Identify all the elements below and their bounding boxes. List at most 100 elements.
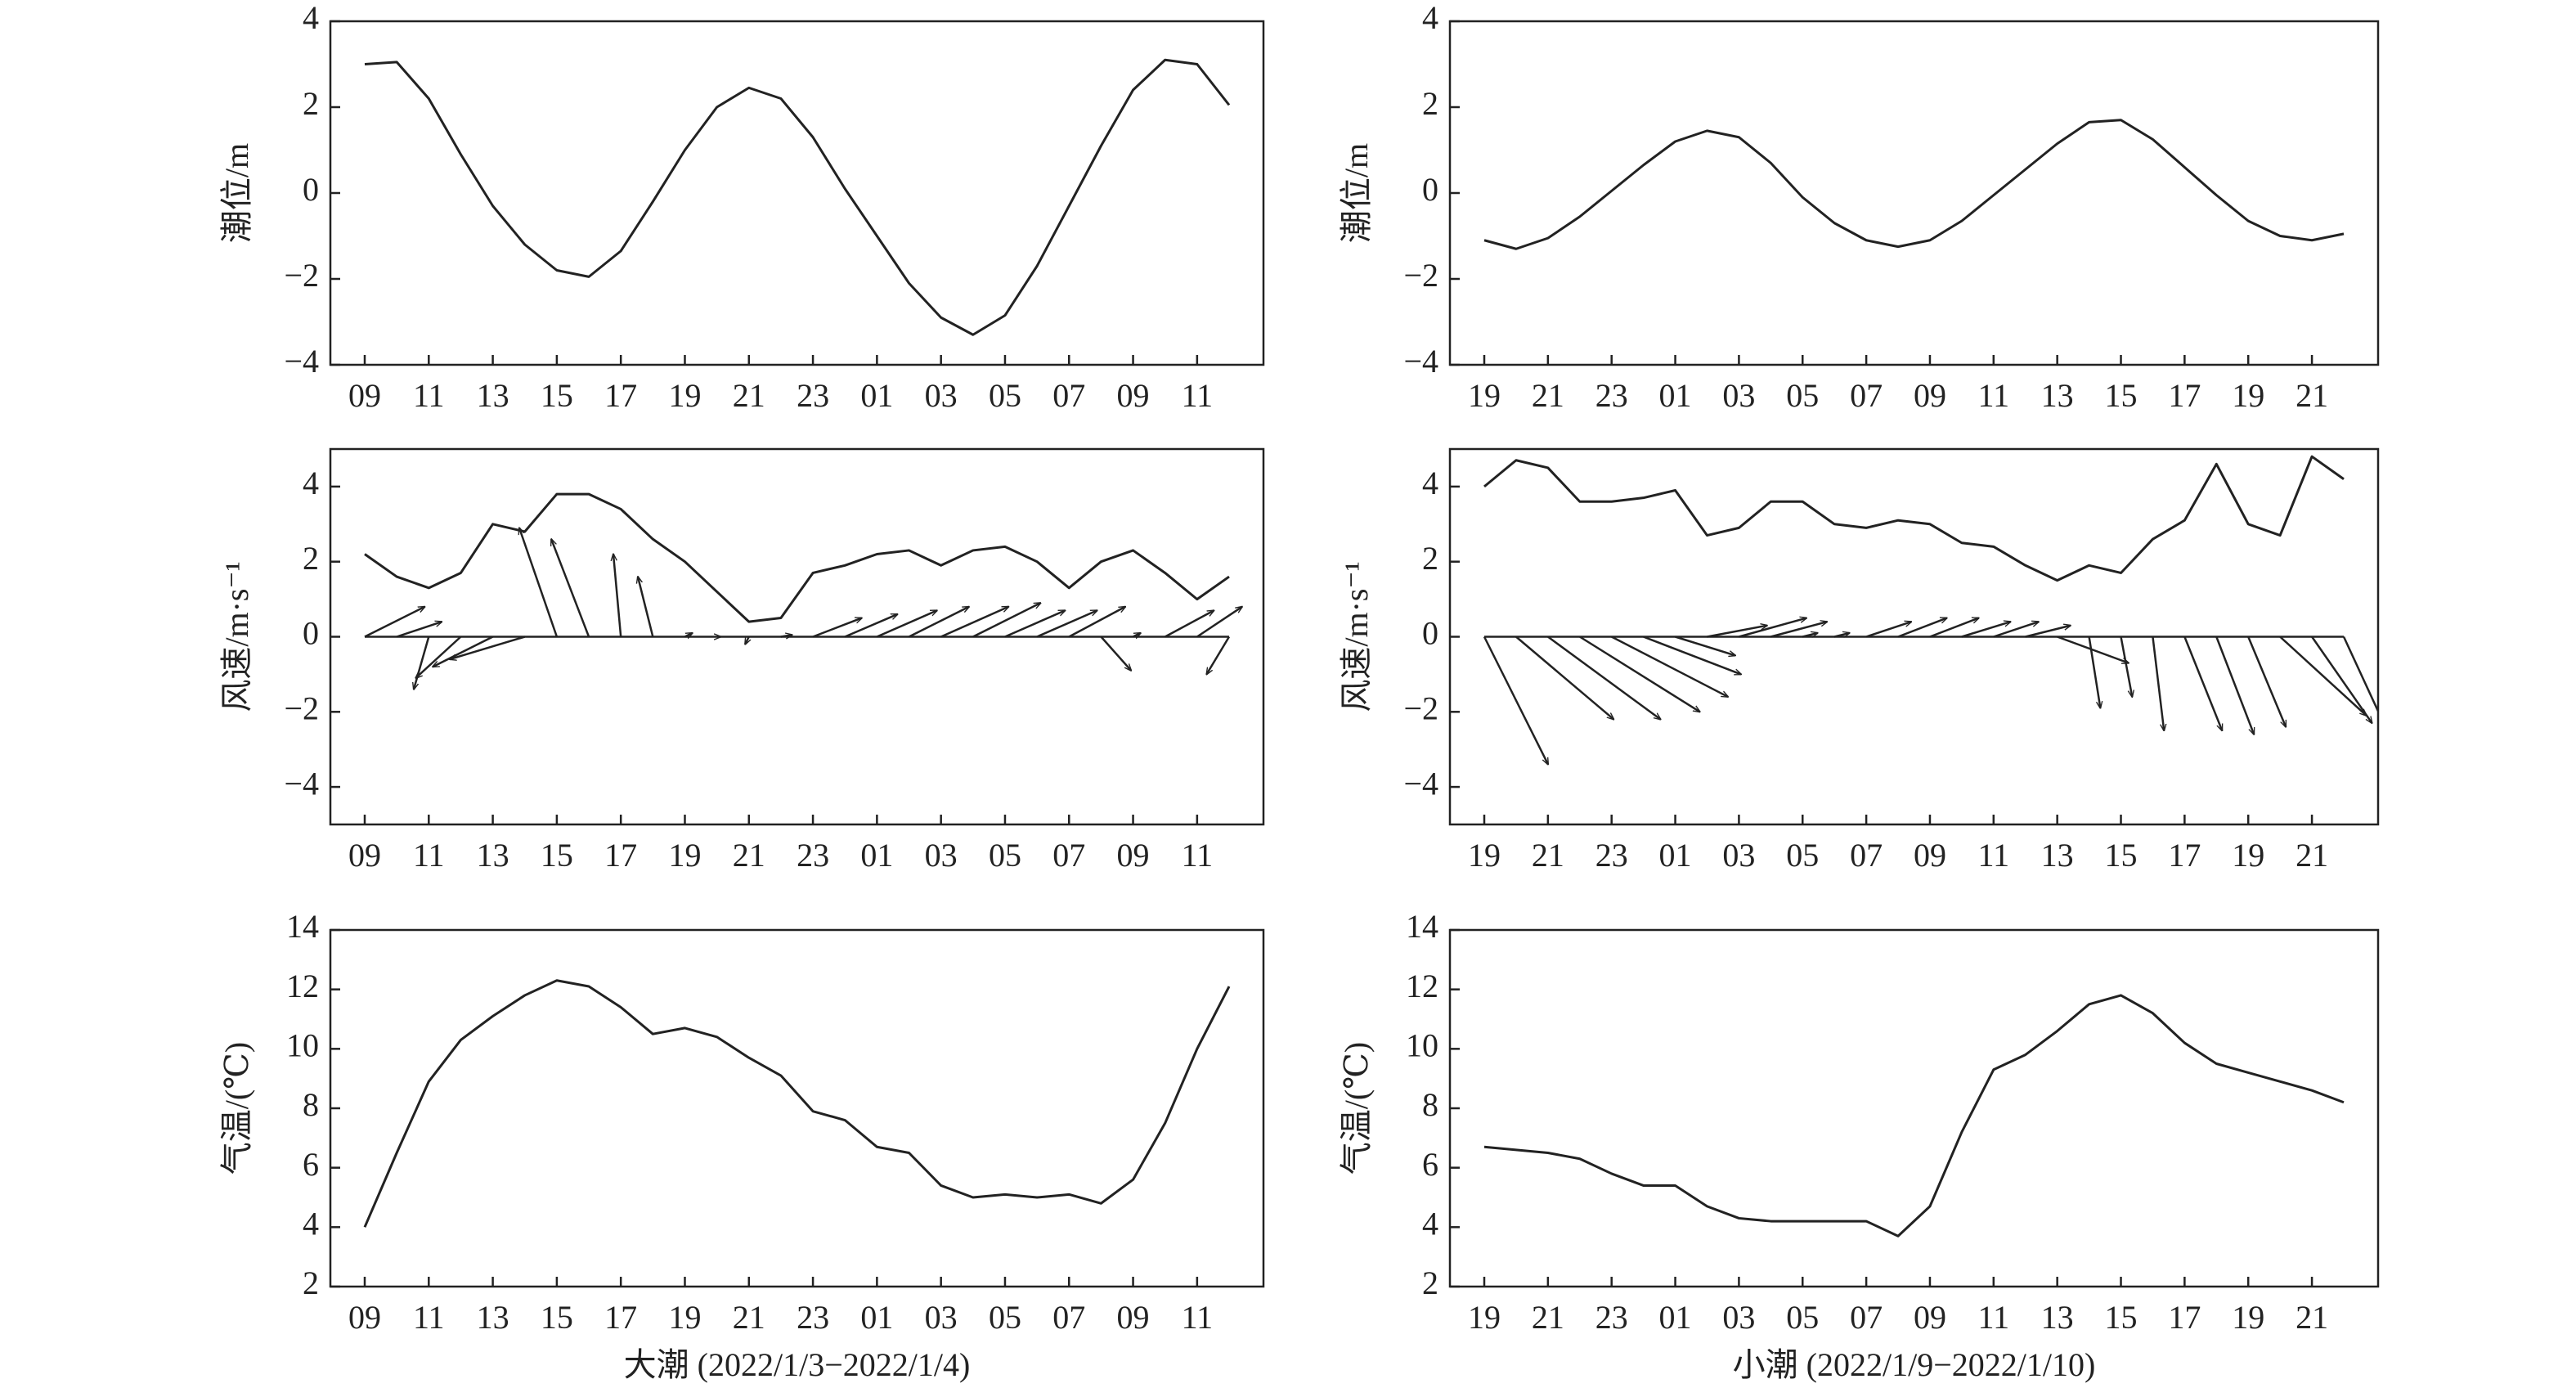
x-tick-label: 21 — [733, 377, 765, 414]
panel: 2 4 6 8 10 12 14 09 11 13 15 17 19 21 23 01 03 05 07 09 11 气温… — [218, 908, 1265, 1383]
x-tick-label: 05 — [1786, 837, 1819, 874]
y-tick-label: 4 — [303, 0, 319, 36]
y-tick-label: 4 — [303, 1206, 319, 1242]
y-tick-label: 2 — [1422, 540, 1438, 577]
x-tick-label: 11 — [1182, 377, 1214, 414]
x-tick-label: 19 — [668, 837, 701, 874]
wind-vector — [1961, 622, 2011, 638]
y-tick-label: 4 — [303, 465, 319, 501]
x-tick-label: 17 — [2168, 837, 2201, 874]
x-tick-label: 21 — [2296, 1299, 2328, 1336]
x-tick-label: 11 — [1182, 837, 1214, 874]
x-tick-label: 09 — [348, 837, 381, 874]
wind-vector — [1579, 636, 1700, 712]
y-tick-label: 4 — [1422, 0, 1438, 36]
x-tick-label: 17 — [2168, 1299, 2201, 1336]
plot-frame — [1448, 20, 2380, 366]
wind-vector — [638, 577, 654, 637]
wind-vector — [1165, 610, 1214, 638]
x-tick-label: 05 — [1786, 377, 1819, 414]
wind-vector — [812, 617, 862, 638]
y-tick-label: −4 — [284, 765, 319, 802]
x-tick-label: 09 — [1117, 837, 1150, 874]
x-tick-label: 21 — [733, 837, 765, 874]
x-tick-label: 05 — [1786, 1299, 1819, 1336]
wind-vector — [1483, 636, 1548, 765]
y-tick-label: 2 — [303, 540, 319, 577]
x-tick-label: 23 — [1595, 837, 1628, 874]
x-tick-label: 21 — [1532, 377, 1564, 414]
y-tick-label: 8 — [1422, 1086, 1438, 1123]
x-tick-label: 09 — [348, 377, 381, 414]
x-tick-label: 09 — [1117, 377, 1150, 414]
y-tick-label: 0 — [1422, 171, 1438, 208]
y-axis-label: 气温/(℃) — [218, 1042, 255, 1175]
wind-vector — [1611, 636, 1728, 697]
y-axis-label: 潮位/m — [218, 143, 255, 243]
x-tick-label: 15 — [541, 377, 573, 414]
x-tick-label: 11 — [413, 837, 445, 874]
x-tick-label: 01 — [860, 837, 893, 874]
wind-vector — [876, 609, 936, 638]
y-tick-label: 10 — [286, 1027, 319, 1064]
x-tick-label: 17 — [604, 377, 637, 414]
wind-vector — [1196, 607, 1242, 638]
plot-frame — [1448, 928, 2380, 1288]
y-tick-label: 4 — [1422, 1206, 1438, 1242]
y-tick-label: 2 — [303, 1264, 319, 1301]
wind-vector — [1739, 618, 1806, 638]
x-tick-label: 11 — [1182, 1299, 1214, 1336]
x-tick-label: 09 — [1117, 1299, 1150, 1336]
panel: −4 −2 0 2 4 19 21 23 01 03 05 07 09 11 13 15 17 19 21 潮位/m — [1338, 0, 2380, 414]
wind-vector — [844, 613, 897, 638]
wind-vector — [2057, 636, 2129, 663]
x-tick-label: 05 — [989, 1299, 1021, 1336]
y-tick-label: 6 — [303, 1146, 319, 1183]
wind-vector — [1802, 633, 1817, 637]
x-axis-label: 大潮 (2022/1/3−2022/1/4) — [624, 1346, 971, 1383]
x-tick-label: 23 — [797, 377, 829, 414]
wind-vector — [1993, 622, 2039, 638]
wind-vector — [1004, 609, 1065, 638]
wind-vector — [1675, 636, 1735, 656]
x-tick-label: 19 — [1468, 377, 1501, 414]
panel: −4 −2 0 2 4 19 21 23 01 03 05 07 09 11 13 15 17 19 21 风速/m·… — [1338, 447, 2380, 874]
plot-area — [364, 58, 1231, 336]
x-tick-label: 19 — [1468, 837, 1501, 874]
x-tick-label: 07 — [1850, 837, 1883, 874]
wind-vector — [1132, 633, 1141, 637]
y-tick-label: −4 — [1403, 343, 1438, 380]
data-line — [1483, 994, 2345, 1238]
y-tick-label: −4 — [1403, 765, 1438, 802]
x-tick-label: 01 — [1659, 1299, 1692, 1336]
x-tick-label: 17 — [2168, 377, 2201, 414]
wind-vector — [2247, 636, 2287, 727]
y-tick-label: 2 — [1422, 85, 1438, 122]
x-tick-label: 01 — [860, 377, 893, 414]
plot-area — [364, 492, 1242, 690]
y-axis-label: 潮位/m — [1338, 143, 1375, 243]
y-axis-label: 风速/m·s⁻¹ — [1338, 561, 1375, 712]
x-tick-label: 11 — [413, 377, 445, 414]
wind-vector — [1515, 636, 1613, 720]
x-tick-label: 03 — [925, 1299, 958, 1336]
wind-vector — [940, 605, 1009, 638]
wind-vector — [1770, 622, 1827, 638]
x-tick-label: 13 — [2041, 837, 2074, 874]
y-tick-label: 6 — [1422, 1146, 1438, 1183]
x-tick-label: 19 — [2232, 377, 2264, 414]
x-tick-label: 19 — [2232, 1299, 2264, 1336]
wind-vector — [780, 635, 792, 636]
y-axis-label: 气温/(℃) — [1338, 1042, 1375, 1175]
wind-vector — [1865, 622, 1911, 638]
x-tick-label: 07 — [1052, 1299, 1085, 1336]
data-line — [1483, 119, 2345, 250]
wind-vector — [1547, 636, 1661, 720]
x-tick-label: 03 — [1722, 837, 1755, 874]
x-tick-label: 09 — [348, 1299, 381, 1336]
wind-vector — [2215, 636, 2255, 734]
panel: −4 −2 0 2 4 09 11 13 15 17 19 21 23 01 03 05 07 09 11 潮位/m — [218, 0, 1265, 414]
x-tick-label: 17 — [604, 1299, 637, 1336]
x-tick-label: 15 — [2105, 1299, 2138, 1336]
wind-vector — [415, 636, 462, 678]
